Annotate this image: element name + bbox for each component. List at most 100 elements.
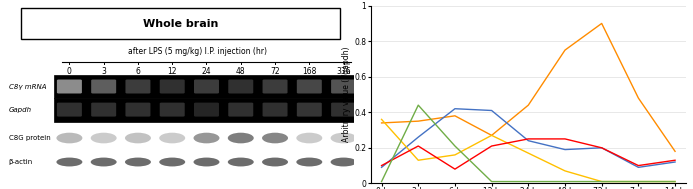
C8G xyxy=(634,97,642,99)
FancyBboxPatch shape xyxy=(159,103,185,117)
TNF-a xyxy=(597,180,606,183)
IL-1b xyxy=(524,138,532,140)
IL-6 xyxy=(378,180,386,183)
Ellipse shape xyxy=(56,158,82,167)
C8G xyxy=(450,115,459,117)
Y-axis label: Arbitrary value ( /gapdh): Arbitrary value ( /gapdh) xyxy=(342,47,351,142)
FancyBboxPatch shape xyxy=(228,80,253,94)
FancyBboxPatch shape xyxy=(228,103,253,117)
Line: IL-6: IL-6 xyxy=(382,105,675,182)
Ellipse shape xyxy=(91,158,116,167)
LCN2 xyxy=(597,147,606,149)
C8G xyxy=(597,22,606,25)
IL-1b xyxy=(487,145,495,147)
Text: 168: 168 xyxy=(302,67,317,76)
C8G xyxy=(378,122,386,124)
Line: TNF-a: TNF-a xyxy=(382,119,675,182)
FancyBboxPatch shape xyxy=(57,80,82,94)
Ellipse shape xyxy=(262,133,288,143)
TNF-a xyxy=(487,134,495,136)
Bar xyxy=(54,74,359,98)
IL-1b xyxy=(378,164,386,167)
Text: C8G protein: C8G protein xyxy=(9,135,51,141)
LCN2 xyxy=(561,148,569,151)
FancyBboxPatch shape xyxy=(263,103,288,117)
FancyBboxPatch shape xyxy=(159,80,185,94)
Text: 3: 3 xyxy=(101,67,106,76)
IL-6 xyxy=(671,180,679,183)
FancyBboxPatch shape xyxy=(331,80,356,94)
IL-6 xyxy=(450,145,459,147)
FancyBboxPatch shape xyxy=(91,80,116,94)
TNF-a xyxy=(561,170,569,172)
LCN2 xyxy=(634,166,642,168)
Text: after LPS (5 mg/kg) I.P. injection (hr): after LPS (5 mg/kg) I.P. injection (hr) xyxy=(128,47,267,56)
Text: 24: 24 xyxy=(202,67,211,76)
IL-6 xyxy=(561,180,569,183)
FancyBboxPatch shape xyxy=(91,103,116,117)
LCN2 xyxy=(378,166,386,168)
TNF-a xyxy=(634,180,642,183)
IL-1b xyxy=(634,164,642,167)
IL-1b xyxy=(597,147,606,149)
IL-6 xyxy=(487,180,495,183)
C8G xyxy=(671,150,679,153)
IL-6 xyxy=(634,180,642,183)
Ellipse shape xyxy=(228,158,254,167)
Ellipse shape xyxy=(125,158,151,167)
Ellipse shape xyxy=(331,158,357,167)
Ellipse shape xyxy=(125,133,151,143)
LCN2 xyxy=(450,108,459,110)
IL-1b xyxy=(561,138,569,140)
Ellipse shape xyxy=(159,158,185,167)
LCN2 xyxy=(671,161,679,163)
Ellipse shape xyxy=(159,133,185,143)
Line: C8G: C8G xyxy=(382,23,675,151)
Text: Whole brain: Whole brain xyxy=(143,19,218,29)
Ellipse shape xyxy=(91,133,116,143)
Text: C8γ mRNA: C8γ mRNA xyxy=(9,84,46,90)
Text: Gapdh: Gapdh xyxy=(9,107,32,113)
IL-1b xyxy=(671,159,679,161)
TNF-a xyxy=(450,154,459,156)
IL-6 xyxy=(414,104,423,106)
LCN2 xyxy=(524,139,532,142)
FancyBboxPatch shape xyxy=(194,80,219,94)
IL-1b xyxy=(450,168,459,170)
Ellipse shape xyxy=(193,158,220,167)
IL-6 xyxy=(597,180,606,183)
TNF-a xyxy=(414,159,423,161)
Ellipse shape xyxy=(331,133,357,143)
C8G xyxy=(487,134,495,136)
LCN2 xyxy=(487,109,495,112)
Text: 72: 72 xyxy=(270,67,280,76)
Ellipse shape xyxy=(297,133,322,143)
FancyBboxPatch shape xyxy=(331,103,356,117)
IL-1b xyxy=(414,145,423,147)
FancyBboxPatch shape xyxy=(297,80,322,94)
TNF-a xyxy=(524,152,532,154)
Line: LCN2: LCN2 xyxy=(382,109,675,167)
IL-6 xyxy=(524,180,532,183)
C8G xyxy=(414,120,423,122)
Ellipse shape xyxy=(193,133,220,143)
TNF-a xyxy=(671,180,679,183)
C8G xyxy=(524,104,532,106)
FancyBboxPatch shape xyxy=(57,103,82,117)
Text: 12: 12 xyxy=(168,67,177,76)
LCN2 xyxy=(414,136,423,138)
FancyBboxPatch shape xyxy=(297,103,322,117)
FancyBboxPatch shape xyxy=(21,8,340,40)
Ellipse shape xyxy=(56,133,82,143)
Line: IL-1b: IL-1b xyxy=(382,139,675,169)
FancyBboxPatch shape xyxy=(125,103,150,117)
Text: 0: 0 xyxy=(67,67,72,76)
FancyBboxPatch shape xyxy=(125,80,150,94)
Bar xyxy=(54,98,359,122)
Text: β-actin: β-actin xyxy=(9,159,33,165)
Text: 336: 336 xyxy=(336,67,351,76)
Text: 6: 6 xyxy=(136,67,141,76)
Text: 48: 48 xyxy=(236,67,245,76)
TNF-a xyxy=(378,118,386,121)
Ellipse shape xyxy=(228,133,254,143)
